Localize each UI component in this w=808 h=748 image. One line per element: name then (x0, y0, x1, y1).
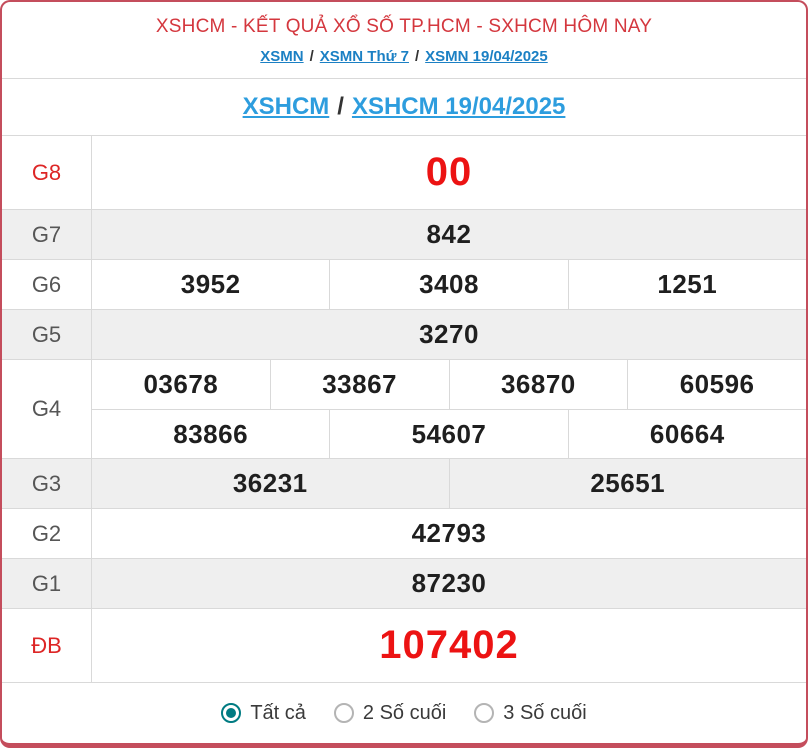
prize-number: 36231 (232, 468, 308, 498)
prize-number: 03678 (143, 369, 219, 399)
prize-row-g6: G6 3952 3408 1251 (2, 259, 806, 309)
prize-row-label-g3: G3 (2, 459, 92, 508)
filter-option-label: 2 Số cuối (362, 701, 447, 724)
prize-row-db: ĐB 107402 (2, 608, 806, 682)
prize-number: 3270 (419, 319, 479, 349)
prize-number: 00 (425, 150, 473, 194)
prize-values-g5: 3270 (92, 310, 806, 359)
prize-subrow: 36231 25651 (92, 459, 806, 508)
prize-values-g4: 03678 33867 36870 60596 83866 54607 60664 (92, 360, 806, 458)
subheader-title: XSHCM / XSHCM 19/04/2025 (2, 79, 806, 135)
prize-number: 60664 (567, 410, 806, 458)
prize-row-label-g7: G7 (2, 210, 92, 259)
radio-icon[interactable] (474, 703, 495, 723)
prize-number: 87230 (411, 568, 487, 598)
prize-subrow: 3952 3408 1251 (92, 260, 806, 309)
prize-values-g6: 3952 3408 1251 (92, 260, 806, 309)
prize-row-label-db: ĐB (2, 609, 92, 682)
prize-number: 33867 (269, 360, 449, 409)
prize-values-g3: 36231 25651 (92, 459, 806, 508)
radio-selected-icon[interactable] (221, 703, 242, 723)
prize-row-g3: G3 36231 25651 (2, 458, 806, 508)
prize-row-g1: G1 87230 (2, 558, 806, 608)
breadcrumb-link[interactable]: XSMN 19/04/2025 (425, 48, 548, 65)
prize-row-label-g1: G1 (2, 559, 92, 608)
prize-number: 36870 (448, 360, 628, 409)
filter-bar: Tất cả 2 Số cuối 3 Số cuối (2, 682, 806, 743)
prize-number: 3952 (180, 269, 241, 299)
filter-option-label: 3 Số cuối (503, 701, 587, 724)
breadcrumb-link[interactable]: XSMN Thứ 7 (319, 48, 409, 65)
subheader-separator: / (337, 93, 344, 120)
prize-row-g2: G2 42793 (2, 508, 806, 558)
prize-row-g4: G4 03678 33867 36870 60596 83866 54607 60664 (2, 359, 806, 458)
prize-number: 842 (426, 219, 472, 249)
breadcrumb-separator: / (414, 48, 420, 65)
prize-values-g2: 42793 (92, 509, 806, 558)
prize-row-g5: G5 3270 (2, 309, 806, 359)
prize-number: 42793 (411, 518, 487, 548)
prize-subrow: 00 (92, 136, 806, 209)
prize-values-g8: 00 (92, 136, 806, 209)
filter-option-tất-cả[interactable]: Tất cả (221, 702, 306, 725)
subheader-link[interactable]: XSHCM (242, 93, 330, 120)
breadcrumb: XSMN / XSMN Thứ 7 / XSMN 19/04/2025 (12, 48, 796, 65)
prize-subrow: 3270 (92, 310, 806, 359)
prize-subrow: 842 (92, 210, 806, 259)
prize-row-g8: G8 00 (2, 135, 806, 209)
prize-row-label-g8: G8 (2, 136, 92, 209)
prize-row-label-g4: G4 (2, 360, 92, 458)
prize-number: 54607 (329, 410, 567, 458)
prize-row-label-g6: G6 (2, 260, 92, 309)
prize-subrow: 87230 (92, 559, 806, 608)
filter-option-2-số-cuối[interactable]: 2 Số cuối (333, 701, 447, 725)
breadcrumb-link[interactable]: XSMN (260, 48, 304, 65)
prize-number: 3408 (329, 260, 567, 309)
prize-number: 1251 (567, 260, 806, 309)
prize-values-g1: 87230 (92, 559, 806, 608)
prize-subrow: 83866 54607 60664 (92, 409, 806, 458)
prize-subrow: 03678 33867 36870 60596 (92, 360, 806, 409)
prize-number: 25651 (448, 459, 807, 508)
prize-subrow: 107402 (92, 609, 806, 682)
page-title: XSHCM - KẾT QUẢ XỔ SỐ TP.HCM - SXHCM HÔM… (155, 16, 653, 37)
header: XSHCM - KẾT QUẢ XỔ SỐ TP.HCM - SXHCM HÔM… (2, 2, 806, 79)
subheader-link[interactable]: XSHCM 19/04/2025 (351, 93, 566, 120)
prize-row-g7: G7 842 (2, 209, 806, 259)
prize-number: 60596 (627, 360, 806, 409)
filter-option-label: Tất cả (250, 701, 306, 724)
prize-values-db: 107402 (92, 609, 806, 682)
prize-number: 83866 (173, 418, 249, 449)
prize-row-label-g2: G2 (2, 509, 92, 558)
prize-number: 107402 (379, 623, 519, 667)
prize-values-g7: 842 (92, 210, 806, 259)
results-table: G8 00 G7 842 G6 3952 3408 1251 G5 3270 G4 03678 3386… (2, 135, 806, 682)
prize-row-label-g5: G5 (2, 310, 92, 359)
breadcrumb-separator: / (309, 48, 314, 65)
filter-option-3-số-cuối[interactable]: 3 Số cuối (474, 701, 587, 725)
radio-icon[interactable] (333, 703, 354, 723)
prize-subrow: 42793 (92, 509, 806, 558)
